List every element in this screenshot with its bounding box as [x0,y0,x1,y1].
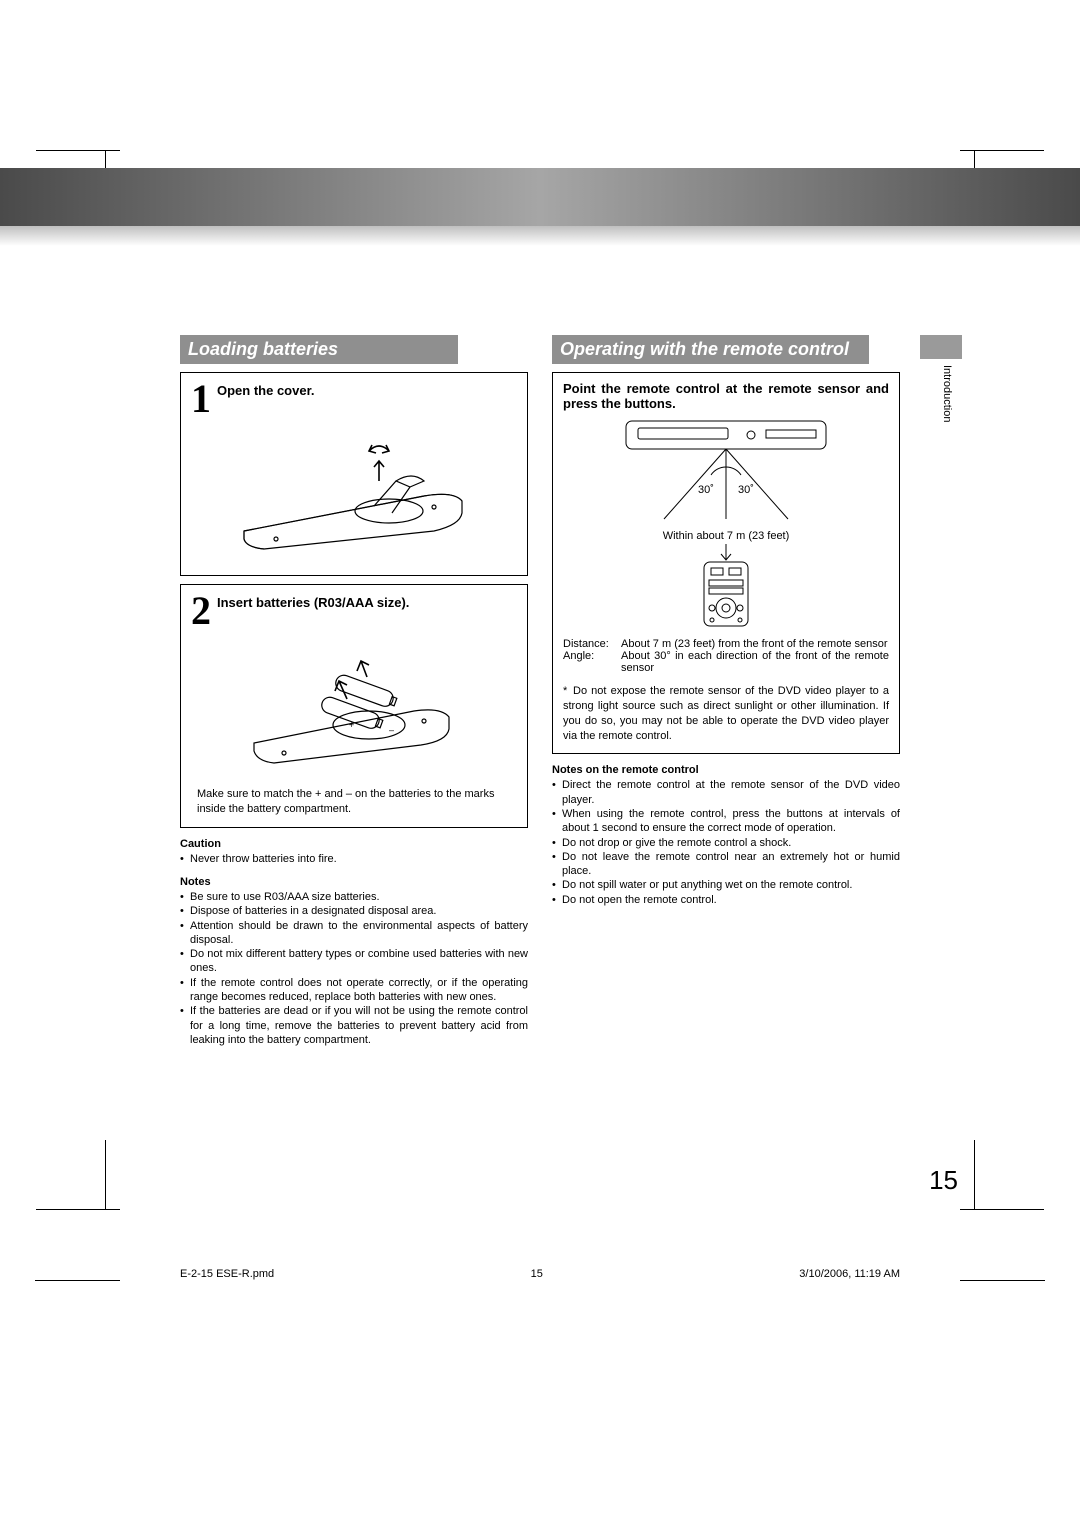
angle-value: About 30° in each direction of the front… [621,650,889,674]
step-2-text: Insert batteries (R03/AAA size). [217,593,409,610]
within-distance-label: Within about 7 m (23 feet) [563,530,889,542]
operating-remote-title: Operating with the remote control [552,335,869,364]
sunlight-warning: *Do not expose the remote sensor of the … [563,684,889,743]
notes-heading-left: Notes [180,876,528,888]
page-number: 15 [929,1165,958,1196]
loading-batteries-title: Loading batteries [180,335,458,364]
step-2-number: 2 [191,593,211,629]
angle-right-label: 30˚ [738,484,754,496]
list-item: Do not drop or give the remote control a… [552,836,900,850]
list-item: Attention should be drawn to the environ… [180,919,528,948]
remote-control-illustration [576,542,876,632]
header-band-shadow [0,226,1080,246]
list-item: Never throw batteries into fire. [180,852,528,866]
notes-list-left: Be sure to use R03/AAA size batteries. D… [180,890,528,1047]
svg-text:+: + [349,720,354,730]
distance-label: Distance: [563,638,621,650]
notes-list-right: Direct the remote control at the remote … [552,778,900,907]
list-item: Do not spill water or put anything wet o… [552,878,900,892]
caution-list: Never throw batteries into fire. [180,852,528,866]
list-item: When using the remote control, press the… [552,807,900,836]
caution-heading: Caution [180,838,528,850]
crop-mark [105,1140,120,1210]
list-item: Do not open the remote control. [552,893,900,907]
list-item: Do not mix different battery types or co… [180,947,528,976]
open-cover-illustration [191,417,517,565]
step-1-box: 1 Open the cover. [180,372,528,576]
section-tab-marker [920,335,962,359]
list-item: Do not leave the remote control near an … [552,850,900,879]
angle-label: Angle: [563,650,621,674]
remote-operation-box: Point the remote control at the remote s… [552,372,900,754]
print-footer: E-2-15 ESE-R.pmd 15 3/10/2006, 11:19 AM [180,1268,900,1280]
notes-heading-right: Notes on the remote control [552,764,900,776]
angle-left-label: 30˚ [698,484,714,496]
footer-page: 15 [531,1268,543,1280]
list-item: Dispose of batteries in a designated dis… [180,904,528,918]
list-item: Direct the remote control at the remote … [552,778,900,807]
crop-mark [105,1280,120,1281]
list-item: If the batteries are dead or if you will… [180,1004,528,1047]
header-gradient-band [0,168,1080,226]
step-1-text: Open the cover. [217,381,315,398]
step-2-box: 2 Insert batteries (R03/AAA size). [180,584,528,828]
footer-filename: E-2-15 ESE-R.pmd [180,1268,274,1280]
section-tab-label: Introduction [941,365,953,422]
list-item: Be sure to use R03/AAA size batteries. [180,890,528,904]
svg-text:–: – [389,725,394,735]
step-1-number: 1 [191,381,211,417]
dvd-player-angle-illustration: 30˚ 30˚ [576,415,876,530]
distance-value: About 7 m (23 feet) from the front of th… [621,638,889,650]
insert-batteries-illustration: + – [191,629,517,787]
list-item: If the remote control does not operate c… [180,976,528,1005]
crop-mark [960,1140,975,1210]
step-2-caption: Make sure to match the + and – on the ba… [191,787,517,817]
crop-mark [960,1280,975,1281]
remote-instruction: Point the remote control at the remote s… [563,381,889,411]
footer-timestamp: 3/10/2006, 11:19 AM [799,1268,900,1280]
